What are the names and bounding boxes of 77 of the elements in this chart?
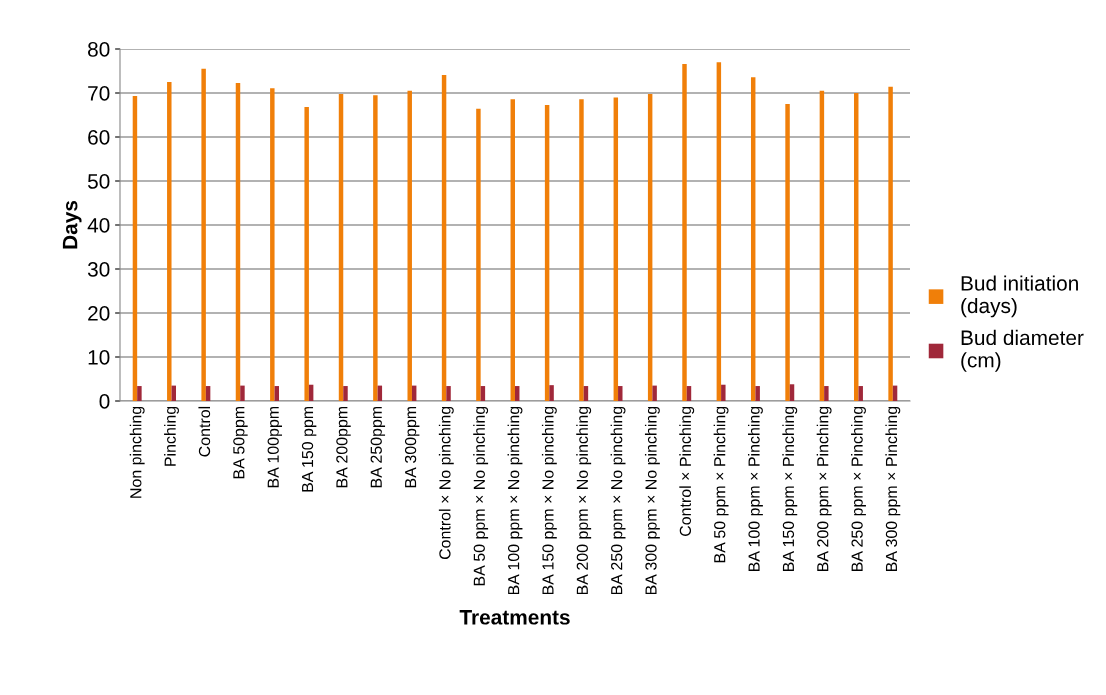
x-tick-label: BA 300 ppm × No pinching xyxy=(644,406,660,595)
bar xyxy=(686,386,692,401)
bar xyxy=(441,74,447,401)
bar xyxy=(167,82,172,401)
y-tick-label: 0 xyxy=(99,394,110,409)
bar xyxy=(274,386,280,401)
bar xyxy=(476,108,481,401)
bar xyxy=(270,88,275,401)
x-tick-label: BA 100ppm xyxy=(267,406,283,488)
x-tick-label: BA 200 ppm × No pinching xyxy=(576,406,592,595)
bar xyxy=(854,93,859,401)
bar xyxy=(373,95,378,401)
bar xyxy=(716,62,722,401)
x-tick-label: BA 50ppm xyxy=(233,406,248,479)
x-axis-title: Treatments xyxy=(459,610,570,625)
bar xyxy=(446,386,451,401)
bar xyxy=(579,99,584,401)
y-tick-label: 20 xyxy=(88,306,110,321)
bar xyxy=(544,104,550,401)
bar xyxy=(205,386,211,401)
bar xyxy=(338,93,344,401)
legend-label: Bud diameter (cm) xyxy=(961,329,1084,372)
x-tick-label: BA 200 ppm × Pinching xyxy=(816,406,832,572)
bar xyxy=(647,93,653,401)
x-tick-label: BA 300 ppm × Pinching xyxy=(885,406,901,572)
x-tick-label: Non pinching xyxy=(129,406,145,498)
bar xyxy=(819,90,825,401)
x-tick-label: BA 50 ppm × Pinching xyxy=(713,406,729,563)
bar xyxy=(304,107,309,401)
bar xyxy=(618,386,623,401)
bar xyxy=(515,386,520,401)
y-tick-label: 40 xyxy=(87,218,110,233)
bar xyxy=(789,384,795,401)
x-tick-label: BA 50 ppm × No pinching xyxy=(473,406,489,586)
bar xyxy=(824,386,829,401)
x-tick-label: BA 100 ppm × No pinching xyxy=(507,406,523,595)
x-tick-label: Control xyxy=(198,406,211,457)
bar xyxy=(755,386,760,401)
y-tick-label: 80 xyxy=(88,42,110,57)
x-tick-label: BA 250 ppm × Pinching xyxy=(851,406,866,572)
bar xyxy=(682,63,687,401)
bar xyxy=(721,384,726,401)
x-tick-label: BA 150 ppm × Pinching xyxy=(782,406,798,572)
x-tick-label: BA 250 ppm × No pinching xyxy=(610,406,626,595)
y-axis-title: Days xyxy=(62,200,82,249)
bar xyxy=(343,386,348,401)
y-tick-label: 60 xyxy=(88,130,110,145)
x-tick-label: Control × No pinching xyxy=(438,406,454,560)
bar xyxy=(201,68,206,401)
y-tick-label: 70 xyxy=(88,86,110,101)
legend-label: Bud initiation (days) xyxy=(961,275,1078,318)
bar xyxy=(132,96,138,401)
bar xyxy=(888,86,893,401)
x-tick-label: Control × Pinching xyxy=(679,406,695,536)
bar xyxy=(240,385,245,401)
bar xyxy=(407,90,412,401)
bar xyxy=(858,386,863,401)
bar xyxy=(549,385,554,401)
bar xyxy=(510,99,515,401)
bar xyxy=(583,386,589,401)
bar xyxy=(750,77,756,401)
bar xyxy=(480,386,486,401)
bar xyxy=(785,104,790,401)
x-tick-label: Pinching xyxy=(164,406,179,466)
x-tick-label: BA 100 ppm × Pinching xyxy=(747,406,763,572)
y-tick-label: 30 xyxy=(87,262,110,277)
bar xyxy=(235,82,241,401)
x-tick-label: BA 200ppm xyxy=(336,406,351,488)
x-tick-label: BA 300ppm xyxy=(404,406,420,488)
bar xyxy=(652,385,657,401)
bar xyxy=(613,97,619,401)
y-tick-label: 50 xyxy=(87,174,110,189)
x-tick-label: BA 150 ppm × No pinching xyxy=(541,406,557,595)
x-tick-label: BA 250ppm xyxy=(370,406,386,488)
bar xyxy=(137,386,142,401)
y-tick-label: 10 xyxy=(88,350,110,365)
x-tick-label: BA 150 ppm xyxy=(301,406,317,492)
